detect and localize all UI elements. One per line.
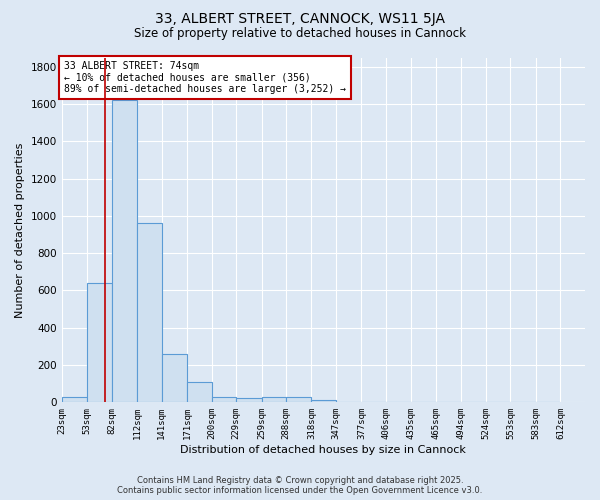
Bar: [262, 396, 286, 402]
Text: 33 ALBERT STREET: 74sqm
← 10% of detached houses are smaller (356)
89% of semi-d: 33 ALBERT STREET: 74sqm ← 10% of detache…: [64, 61, 346, 94]
Bar: [212, 396, 236, 402]
Bar: [311, 400, 336, 402]
Bar: [236, 398, 262, 402]
Text: Contains HM Land Registry data © Crown copyright and database right 2025.
Contai: Contains HM Land Registry data © Crown c…: [118, 476, 482, 495]
Y-axis label: Number of detached properties: Number of detached properties: [15, 142, 25, 318]
Text: 33, ALBERT STREET, CANNOCK, WS11 5JA: 33, ALBERT STREET, CANNOCK, WS11 5JA: [155, 12, 445, 26]
Bar: [187, 382, 212, 402]
Bar: [112, 100, 137, 403]
Bar: [286, 396, 311, 402]
Bar: [137, 224, 161, 402]
Bar: [62, 396, 87, 402]
Bar: [161, 354, 187, 403]
Bar: [87, 283, 112, 403]
Text: Size of property relative to detached houses in Cannock: Size of property relative to detached ho…: [134, 28, 466, 40]
X-axis label: Distribution of detached houses by size in Cannock: Distribution of detached houses by size …: [181, 445, 466, 455]
